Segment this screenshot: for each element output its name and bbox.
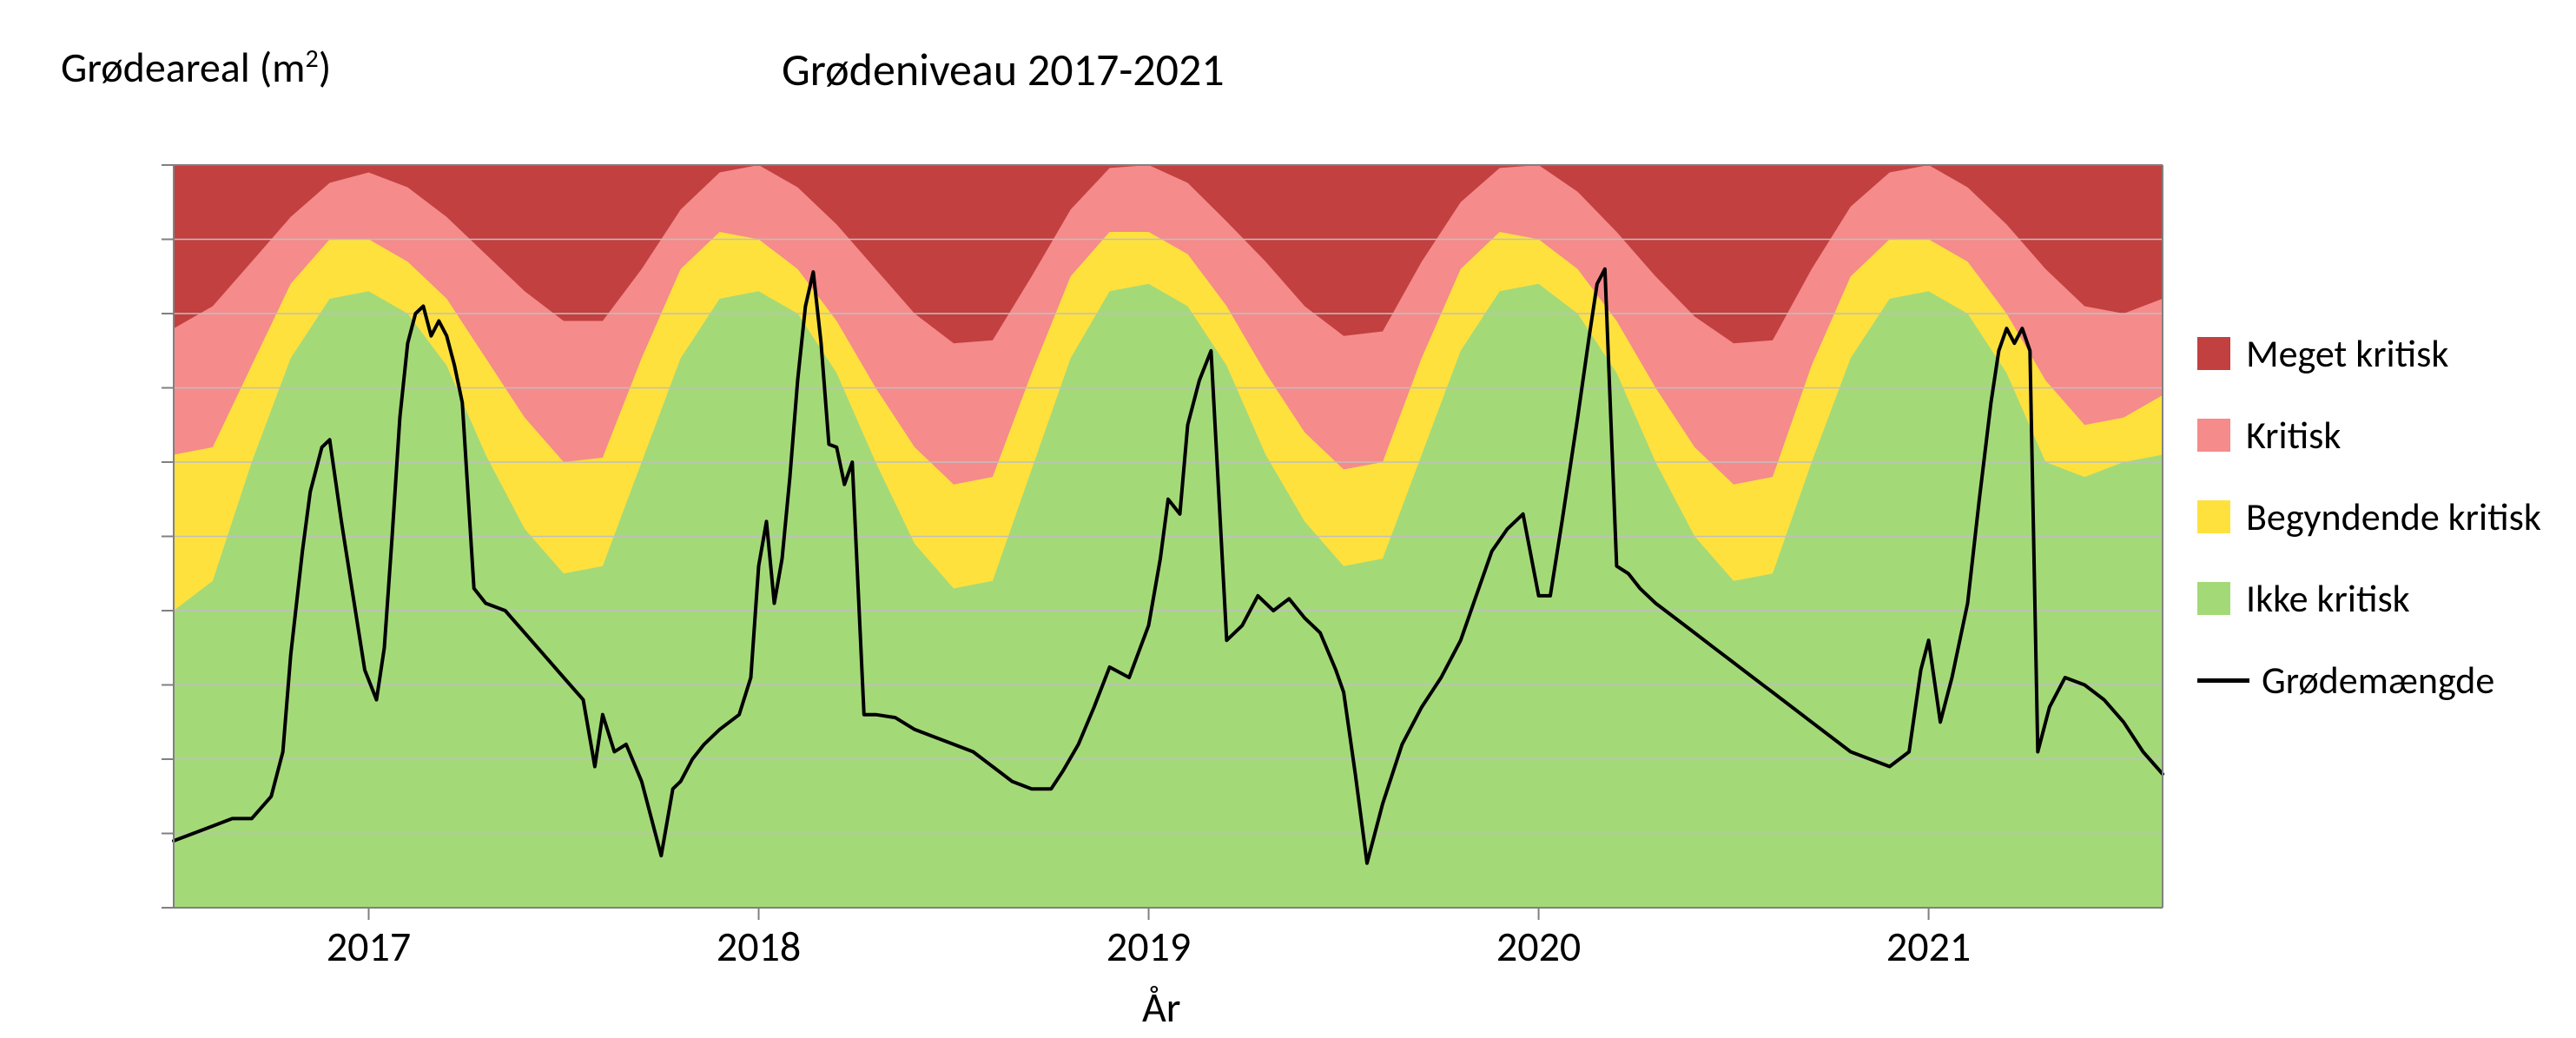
x-tick-label: 2020 [1496, 921, 1581, 972]
legend-label: Meget kritisk [2246, 330, 2448, 377]
legend-swatch [2197, 582, 2230, 615]
chart-title: Grødeniveau 2017-2021 [782, 42, 1225, 97]
legend-line-icon [2197, 678, 2249, 683]
legend-label: Begyndende kritisk [2246, 493, 2541, 540]
legend-item: Meget kritisk [2197, 330, 2541, 377]
x-tick-label: 2021 [1886, 921, 1971, 972]
chart-container: Grødeareal (m2) Grødeniveau 2017-2021 1.… [0, 0, 2576, 1038]
legend-label: Kritisk [2246, 412, 2341, 459]
legend-item: Grødemængde [2197, 657, 2541, 704]
x-tick-label: 2018 [717, 921, 801, 972]
legend-label: Ikke kritisk [2246, 575, 2410, 622]
legend-swatch [2197, 337, 2230, 370]
x-axis-title: År [1142, 982, 1181, 1033]
legend-swatch [2197, 419, 2230, 452]
x-tick-label: 2019 [1106, 921, 1191, 972]
legend-label: Grødemængde [2262, 657, 2494, 704]
plot-area [160, 163, 2166, 923]
legend-item: Ikke kritisk [2197, 575, 2541, 622]
legend-item: Begyndende kritisk [2197, 493, 2541, 540]
x-tick-label: 2017 [327, 921, 411, 972]
legend-item: Kritisk [2197, 412, 2541, 459]
legend: Meget kritisk Kritisk Begyndende kritisk Ik… [2197, 330, 2541, 738]
y-axis-title: Grødeareal (m2) [61, 42, 331, 93]
legend-swatch [2197, 500, 2230, 533]
